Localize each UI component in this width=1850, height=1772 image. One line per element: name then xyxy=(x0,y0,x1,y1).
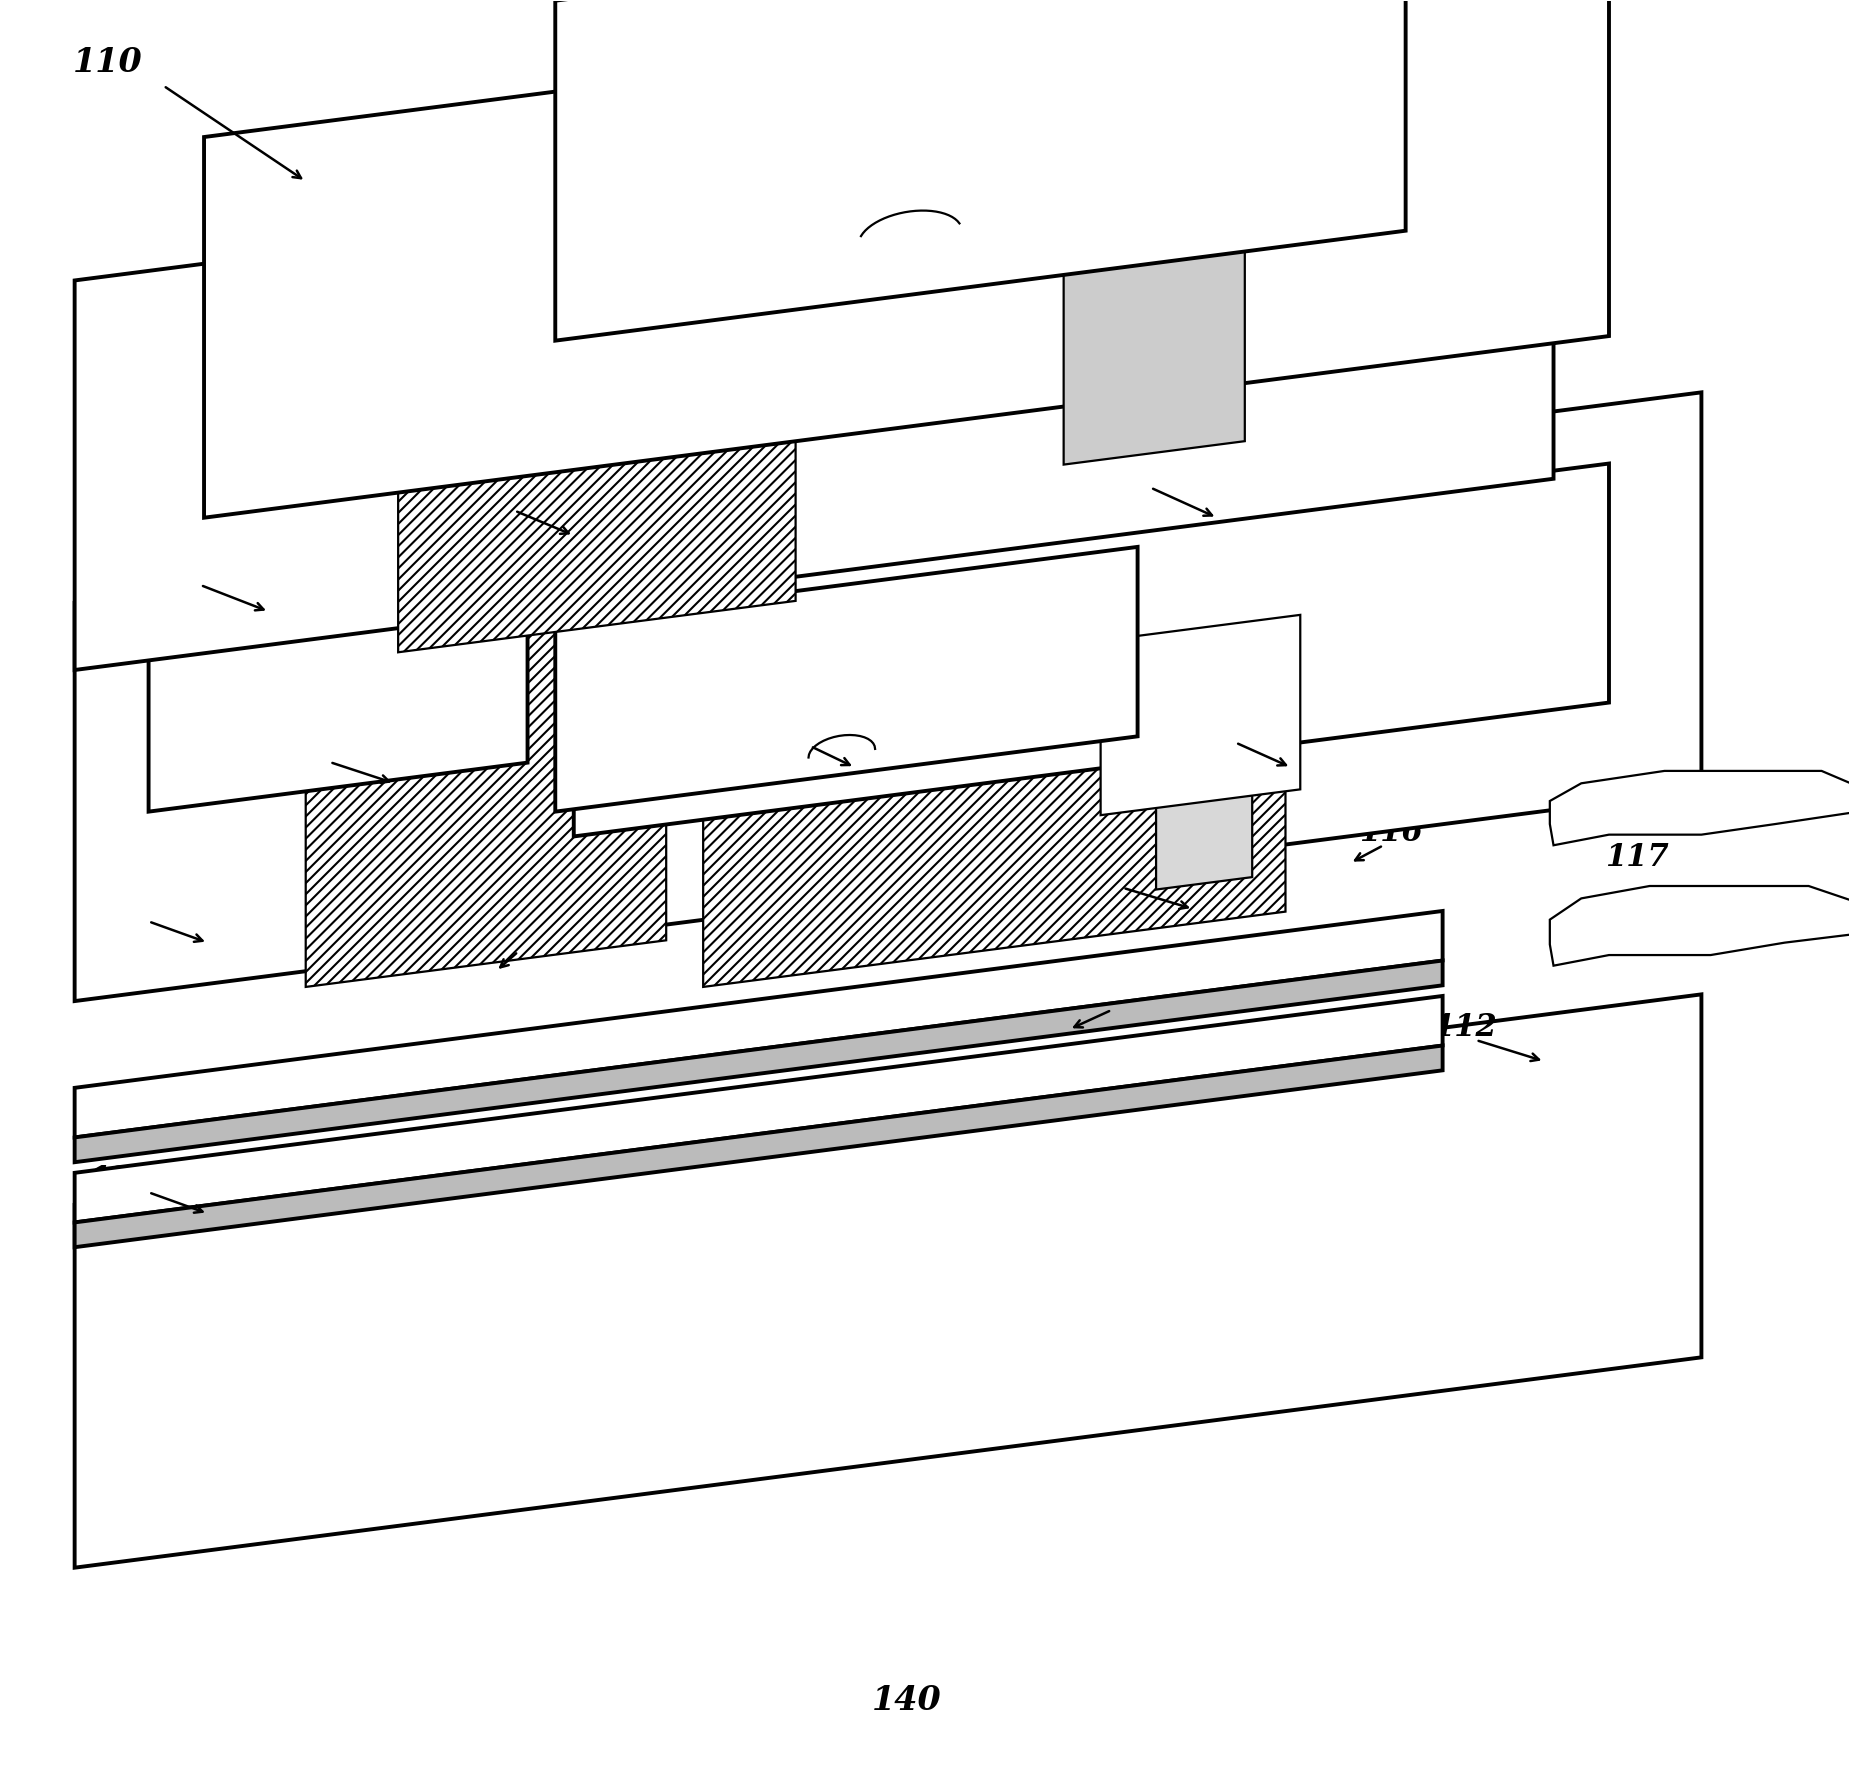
Text: 110: 110 xyxy=(72,46,142,80)
Text: 142: 142 xyxy=(746,356,808,388)
Polygon shape xyxy=(1156,774,1252,890)
Text: 117: 117 xyxy=(1604,842,1669,874)
Polygon shape xyxy=(555,0,1406,340)
Text: 134: 134 xyxy=(464,480,527,512)
Polygon shape xyxy=(574,464,1610,836)
Polygon shape xyxy=(74,996,1443,1223)
Polygon shape xyxy=(305,610,666,987)
Polygon shape xyxy=(74,960,1443,1162)
Text: 122: 122 xyxy=(89,893,154,925)
Text: 116: 116 xyxy=(1360,817,1423,849)
Text: 124: 124 xyxy=(1112,459,1175,491)
Polygon shape xyxy=(74,994,1702,1568)
Polygon shape xyxy=(1101,615,1301,815)
Polygon shape xyxy=(398,298,796,652)
Polygon shape xyxy=(204,0,1610,517)
Text: 140: 140 xyxy=(871,1683,942,1717)
Polygon shape xyxy=(703,581,1286,987)
Polygon shape xyxy=(148,572,527,812)
Text: 124: 124 xyxy=(1079,859,1141,891)
Polygon shape xyxy=(1064,213,1245,464)
Polygon shape xyxy=(74,392,1702,1001)
Text: 112: 112 xyxy=(1434,1012,1497,1044)
Polygon shape xyxy=(1550,771,1850,845)
Text: 124: 124 xyxy=(1193,714,1256,746)
Text: 117: 117 xyxy=(1591,728,1656,760)
Polygon shape xyxy=(74,911,1443,1138)
Text: 114: 114 xyxy=(135,555,200,587)
Text: 122: 122 xyxy=(89,1164,154,1196)
Text: 118: 118 xyxy=(270,734,333,766)
Polygon shape xyxy=(1550,886,1850,966)
Polygon shape xyxy=(74,1045,1443,1247)
Polygon shape xyxy=(74,89,1554,670)
Text: 120: 120 xyxy=(768,718,831,750)
Text: 130: 130 xyxy=(472,923,535,955)
Polygon shape xyxy=(555,548,1138,812)
Text: 132: 132 xyxy=(1067,982,1130,1014)
